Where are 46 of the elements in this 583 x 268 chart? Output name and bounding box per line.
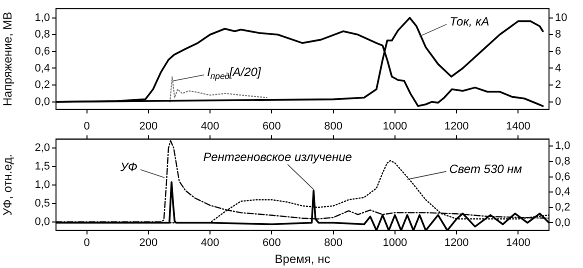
y2-tick-label: 2 — [555, 79, 562, 92]
y-tick-label: 0,4 — [34, 62, 50, 74]
y2-tick-label: 4 — [555, 62, 562, 74]
x2-tick-label: 1000 — [382, 237, 408, 250]
y-tick-label: 2,0 — [34, 142, 50, 154]
x-tick-label: 600 — [262, 120, 281, 133]
x-tick-label: 1400 — [506, 120, 530, 133]
annotation: Свет 530 нм — [449, 162, 522, 176]
x-tick-label: 200 — [139, 120, 158, 133]
x2-tick-label: 400 — [200, 237, 220, 250]
x2-tick-label: 200 — [139, 237, 158, 250]
y2-tick-label: 0 — [555, 96, 562, 108]
y-tick-label: 0,2 — [34, 79, 50, 92]
x-tick-label: 800 — [324, 120, 342, 133]
y2-tick-label: 0,8 — [555, 155, 570, 168]
y-axis-title: УФ, отн.ед. — [0, 154, 15, 216]
x-tick-label: 0 — [84, 120, 90, 133]
x2-tick-label: 1400 — [506, 237, 530, 250]
y2-tick-label: 0,0 — [555, 216, 570, 229]
x-tick-label: 400 — [200, 120, 220, 133]
y2-tick-label: 10 — [555, 12, 568, 24]
annotation: Рентгеновское излучение — [203, 150, 352, 164]
x2-tick-label: 1200 — [444, 237, 469, 250]
y-tick-label: 1,0 — [34, 12, 50, 24]
y-tick-label: 0,0 — [34, 216, 50, 228]
y-tick-label: 0,6 — [34, 45, 50, 58]
y-tick-label: 0,0 — [34, 96, 50, 108]
y2-tick-label: 0,2 — [555, 201, 570, 214]
y-tick-label: 1,0 — [34, 179, 50, 192]
y-tick-label: 0,8 — [34, 28, 50, 41]
y2-tick-label: 8 — [555, 28, 562, 41]
x2-tick-label: 800 — [324, 237, 342, 250]
y2-tick-label: 1,0 — [555, 140, 570, 152]
y-tick-label: 0,5 — [34, 197, 50, 210]
x-axis-title: Время, нс — [274, 252, 330, 266]
y-axis-title: Напряжение, МВ — [0, 12, 15, 106]
y-tick-label: 1,5 — [34, 160, 50, 173]
y2-tick-label: 0,6 — [555, 170, 570, 183]
annotation: УФ — [119, 160, 138, 174]
x-tick-label: 1000 — [382, 120, 408, 133]
y2-tick-label: 0,4 — [555, 186, 570, 198]
x2-tick-label: 0 — [84, 237, 90, 250]
x-tick-label: 1200 — [444, 120, 469, 133]
annotation: Ток, кА — [450, 14, 490, 29]
y2-tick-label: 6 — [555, 45, 562, 58]
x2-tick-label: 600 — [262, 237, 281, 250]
